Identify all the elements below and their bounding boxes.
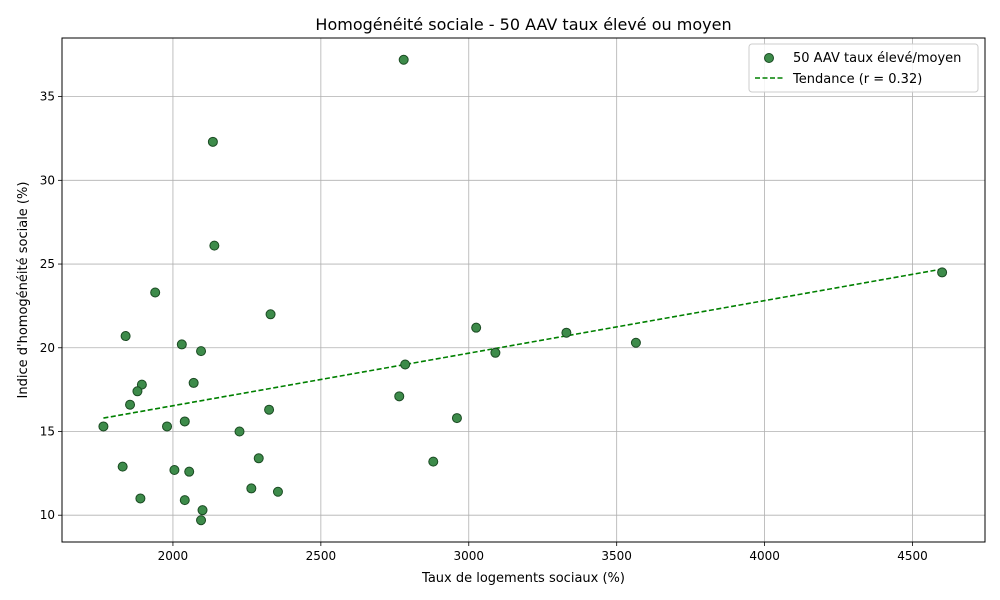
data-point — [162, 421, 173, 432]
y-axis-label: Indice d'homogénéité sociale (%) — [16, 182, 31, 399]
grid-lines — [62, 38, 985, 542]
legend: 50 AAV taux élevé/moyen Tendance (r = 0.… — [748, 43, 979, 93]
chart-title: Homogénéité sociale - 50 AAV taux élevé … — [315, 15, 731, 34]
y-tick-label: 15 — [40, 424, 55, 438]
x-tick-label: 3500 — [601, 549, 632, 563]
data-point — [197, 505, 208, 516]
x-tick-label: 4500 — [897, 549, 928, 563]
data-point — [179, 416, 190, 427]
data-point — [207, 136, 218, 147]
data-point — [179, 495, 190, 506]
data-point — [184, 466, 195, 477]
data-point — [120, 331, 131, 342]
data-point — [272, 486, 283, 497]
x-tick-label: 4000 — [749, 549, 780, 563]
data-point — [132, 386, 143, 397]
data-point — [937, 267, 948, 278]
data-points — [98, 54, 948, 526]
data-point — [428, 456, 439, 467]
legend-marker-scatter — [764, 53, 774, 63]
data-point — [561, 327, 572, 338]
data-point — [98, 421, 109, 432]
x-tick-label: 3000 — [453, 549, 484, 563]
data-point — [169, 465, 180, 475]
data-point — [150, 287, 161, 298]
data-point — [196, 515, 207, 526]
data-point — [264, 404, 275, 415]
x-tick-label: 2000 — [158, 549, 189, 563]
data-point — [125, 399, 136, 410]
axis-ticks: 2000 2500 3000 3500 4000 4500 10 15 20 25 30 35 — [40, 90, 928, 563]
x-axis-label: Taux de logements sociaux (%) — [421, 571, 625, 586]
data-point — [471, 322, 482, 333]
data-point — [209, 240, 220, 251]
data-point — [246, 483, 257, 494]
data-point — [196, 346, 207, 357]
data-point — [253, 453, 264, 464]
data-point — [398, 54, 409, 65]
trend-line — [103, 268, 943, 419]
legend-label-trend: Tendance (r = 0.32) — [792, 72, 922, 87]
y-tick-label: 20 — [40, 341, 55, 355]
legend-label-scatter: 50 AAV taux élevé/moyen — [793, 51, 961, 66]
data-point — [135, 493, 146, 504]
data-point — [451, 413, 462, 424]
y-tick-label: 30 — [40, 173, 55, 187]
x-tick-label: 2500 — [306, 549, 337, 563]
data-point — [176, 339, 187, 350]
y-tick-label: 35 — [40, 90, 55, 104]
data-point — [188, 377, 199, 388]
data-point — [630, 337, 641, 348]
y-tick-label: 25 — [40, 257, 55, 271]
data-point — [117, 461, 128, 472]
data-point — [394, 391, 405, 402]
y-tick-label: 10 — [40, 508, 55, 522]
data-point — [234, 426, 245, 437]
data-point — [490, 347, 501, 358]
plot-frame — [61, 37, 986, 543]
legend-box — [748, 43, 979, 93]
trend-line-group — [103, 268, 943, 419]
data-point — [265, 309, 276, 320]
data-point — [400, 359, 411, 370]
